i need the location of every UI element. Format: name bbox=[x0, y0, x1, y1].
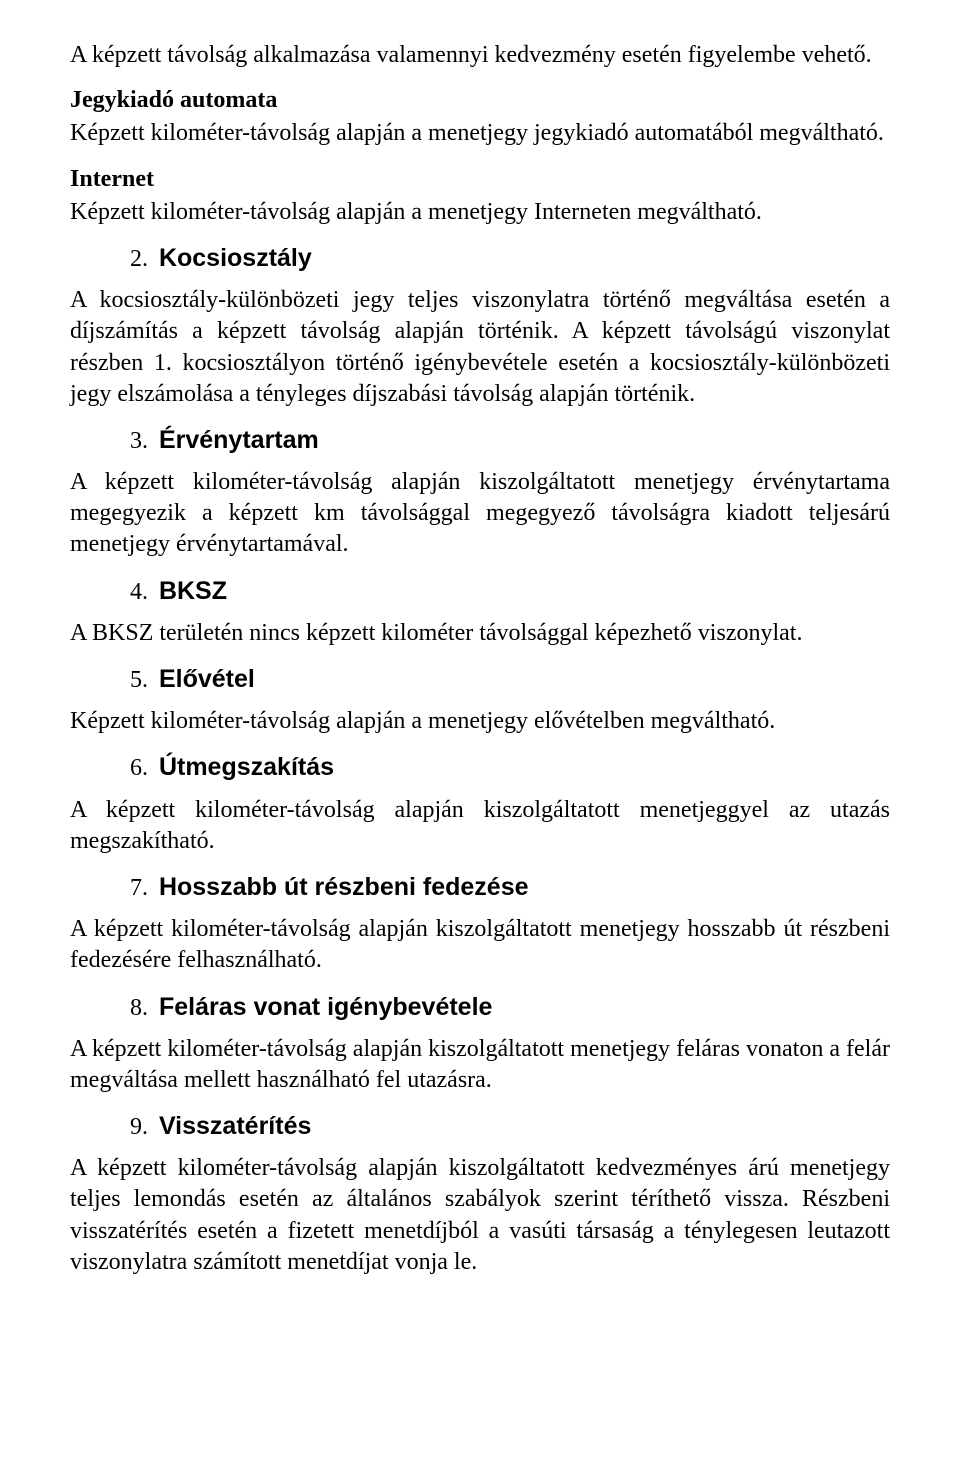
section-body-8: A képzett kilométer-távolság alapján kis… bbox=[70, 1034, 890, 1096]
section-title: Elővétel bbox=[159, 665, 255, 693]
section-title: Hosszabb út részbeni fedezése bbox=[159, 873, 529, 901]
section-title: Kocsiosztály bbox=[159, 244, 312, 272]
heading-internet: Internet bbox=[70, 164, 890, 195]
section-body-6: A képzett kilométer-távolság alapján kis… bbox=[70, 795, 890, 857]
section-title: Útmegszakítás bbox=[159, 753, 334, 781]
section-title: Visszatérítés bbox=[159, 1112, 311, 1140]
heading-jegykiado: Jegykiadó automata bbox=[70, 85, 890, 116]
section-title: Feláras vonat igénybevétele bbox=[159, 993, 492, 1021]
section-number: 6. bbox=[130, 755, 148, 781]
section-title: BKSZ bbox=[159, 577, 227, 605]
section-body-2: A kocsiosztály-különbözeti jegy teljes v… bbox=[70, 285, 890, 410]
paragraph-jegykiado: Képzett kilométer-távolság alapján a men… bbox=[70, 118, 890, 149]
section-body-7: A képzett kilométer-távolság alapján kis… bbox=[70, 914, 890, 976]
paragraph-internet: Képzett kilométer-távolság alapján a men… bbox=[70, 197, 890, 228]
section-heading-2: 2. Kocsiosztály bbox=[130, 242, 890, 275]
section-heading-5: 5. Elővétel bbox=[130, 663, 890, 696]
section-heading-9: 9. Visszatérítés bbox=[130, 1110, 890, 1143]
section-number: 9. bbox=[130, 1114, 148, 1140]
section-number: 2. bbox=[130, 246, 148, 272]
section-number: 7. bbox=[130, 875, 148, 901]
section-number: 5. bbox=[130, 667, 148, 693]
section-heading-8: 8. Feláras vonat igénybevétele bbox=[130, 991, 890, 1024]
section-body-9: A képzett kilométer-távolság alapján kis… bbox=[70, 1153, 890, 1278]
section-body-5: Képzett kilométer-távolság alapján a men… bbox=[70, 706, 890, 737]
section-number: 8. bbox=[130, 995, 148, 1021]
section-body-4: A BKSZ területén nincs képzett kilométer… bbox=[70, 618, 890, 649]
section-heading-6: 6. Útmegszakítás bbox=[130, 751, 890, 784]
section-body-3: A képzett kilométer-távolság alapján kis… bbox=[70, 467, 890, 561]
intro-paragraph: A képzett távolság alkalmazása valamenny… bbox=[70, 40, 890, 71]
section-number: 3. bbox=[130, 428, 148, 454]
section-heading-3: 3. Érvénytartam bbox=[130, 424, 890, 457]
section-heading-4: 4. BKSZ bbox=[130, 575, 890, 608]
section-number: 4. bbox=[130, 579, 148, 605]
section-title: Érvénytartam bbox=[159, 426, 319, 454]
section-heading-7: 7. Hosszabb út részbeni fedezése bbox=[130, 871, 890, 904]
